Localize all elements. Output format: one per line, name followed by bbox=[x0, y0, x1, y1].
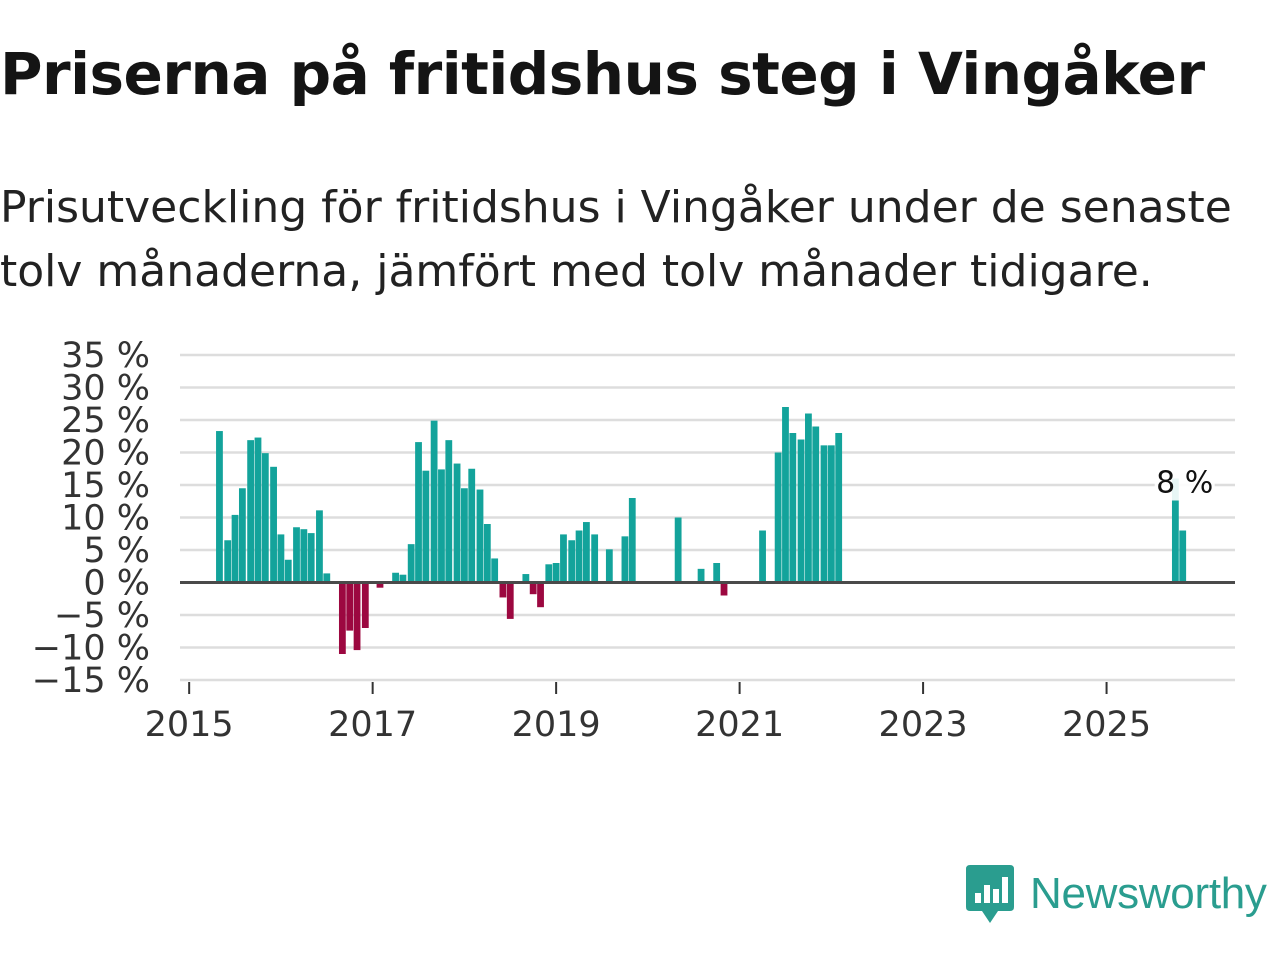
annotation-label: 8 % bbox=[1156, 466, 1213, 501]
bar bbox=[568, 540, 576, 583]
bar bbox=[270, 466, 277, 583]
y-axis: −15 %−10 %−5 %0 %5 %10 %15 %20 %25 %30 %… bbox=[32, 336, 150, 701]
bar bbox=[797, 439, 805, 583]
bar bbox=[346, 582, 354, 631]
bar bbox=[499, 582, 507, 598]
bar bbox=[720, 582, 728, 596]
bar bbox=[224, 540, 232, 583]
bar bbox=[552, 563, 560, 583]
y-tick-label: 15 % bbox=[61, 466, 150, 506]
bar bbox=[293, 527, 300, 583]
bar bbox=[789, 433, 797, 583]
bar bbox=[284, 559, 292, 583]
x-tick-label: 2017 bbox=[328, 705, 417, 745]
bar bbox=[468, 468, 476, 583]
bar bbox=[361, 582, 369, 628]
bar bbox=[323, 573, 331, 583]
bar bbox=[261, 453, 269, 583]
bar bbox=[300, 529, 308, 583]
bar bbox=[583, 522, 590, 583]
annotation-background bbox=[1154, 462, 1215, 501]
bar bbox=[247, 440, 255, 583]
bar bbox=[759, 530, 766, 583]
bar bbox=[674, 517, 682, 583]
bar bbox=[216, 431, 223, 583]
chart-subtitle: Prisutveckling för fritidshus i Vingåker… bbox=[0, 182, 1232, 297]
bar bbox=[338, 582, 346, 654]
bar bbox=[430, 420, 438, 583]
bar bbox=[713, 563, 721, 583]
y-tick-label: −10 % bbox=[32, 629, 150, 669]
bar bbox=[835, 433, 843, 583]
bar bbox=[591, 534, 599, 583]
bar bbox=[529, 582, 537, 595]
bar bbox=[537, 582, 544, 608]
x-tick-label: 2023 bbox=[879, 705, 968, 745]
brand-name: Newsworthy bbox=[1030, 869, 1267, 918]
y-tick-label: −15 % bbox=[32, 661, 150, 701]
bar bbox=[827, 445, 835, 583]
bar bbox=[1171, 478, 1179, 583]
bar bbox=[545, 564, 553, 583]
bar bbox=[774, 452, 782, 583]
bar bbox=[560, 534, 567, 583]
bar bbox=[254, 437, 262, 583]
bar bbox=[575, 530, 583, 583]
newsworthy-logo-icon bbox=[966, 865, 1014, 923]
annotations: 8 % bbox=[1154, 462, 1215, 501]
bar bbox=[353, 582, 361, 651]
bar bbox=[445, 440, 453, 583]
bar bbox=[621, 536, 629, 583]
bar bbox=[805, 413, 812, 583]
bar bbox=[399, 574, 407, 583]
bar bbox=[483, 524, 491, 583]
x-tick-label: 2025 bbox=[1062, 705, 1151, 745]
y-tick-label: 10 % bbox=[61, 499, 150, 539]
bar bbox=[491, 558, 499, 583]
x-tick-label: 2021 bbox=[695, 705, 784, 745]
bar-series bbox=[216, 407, 1187, 654]
bar bbox=[422, 470, 430, 583]
bar bbox=[238, 488, 246, 583]
bar bbox=[453, 463, 461, 583]
y-tick-label: 20 % bbox=[61, 434, 150, 474]
bar bbox=[316, 510, 323, 583]
bar bbox=[476, 489, 484, 583]
y-tick-label: 25 % bbox=[61, 401, 150, 441]
y-tick-label: 0 % bbox=[83, 564, 150, 604]
x-tick-label: 2019 bbox=[512, 705, 601, 745]
y-tick-label: 30 % bbox=[61, 369, 150, 409]
value-annotation: 8 % bbox=[1154, 462, 1215, 501]
bar bbox=[812, 426, 820, 583]
grid-lines bbox=[180, 353, 1235, 682]
bar bbox=[605, 549, 613, 583]
bar bbox=[415, 442, 422, 583]
bar bbox=[460, 488, 468, 583]
y-tick-label: −5 % bbox=[54, 596, 150, 636]
y-tick-label: 5 % bbox=[83, 531, 150, 571]
bar bbox=[1179, 530, 1187, 583]
chart-title: Priserna på fritidshus steg i Vingåker bbox=[0, 40, 1205, 108]
bar bbox=[307, 533, 315, 583]
bar bbox=[697, 568, 705, 583]
bar bbox=[277, 534, 285, 583]
bar bbox=[231, 514, 239, 583]
x-tick-label: 2015 bbox=[145, 705, 234, 745]
x-axis: 2015 2017 2019 2021 2023 2025 bbox=[145, 682, 1151, 745]
bar bbox=[407, 544, 415, 583]
bar bbox=[628, 498, 636, 583]
bar bbox=[506, 582, 514, 619]
bar bbox=[392, 572, 399, 583]
y-tick-label: 35 % bbox=[61, 336, 150, 376]
bar bbox=[438, 469, 445, 583]
bar-chart: −15 %−10 %−5 %0 %5 %10 %15 %20 %25 %30 %… bbox=[32, 336, 1235, 745]
bar bbox=[522, 574, 530, 583]
newsworthy-brand: Newsworthy bbox=[964, 862, 1267, 926]
bar bbox=[782, 407, 789, 583]
bar bbox=[376, 582, 384, 588]
bar bbox=[820, 445, 828, 583]
